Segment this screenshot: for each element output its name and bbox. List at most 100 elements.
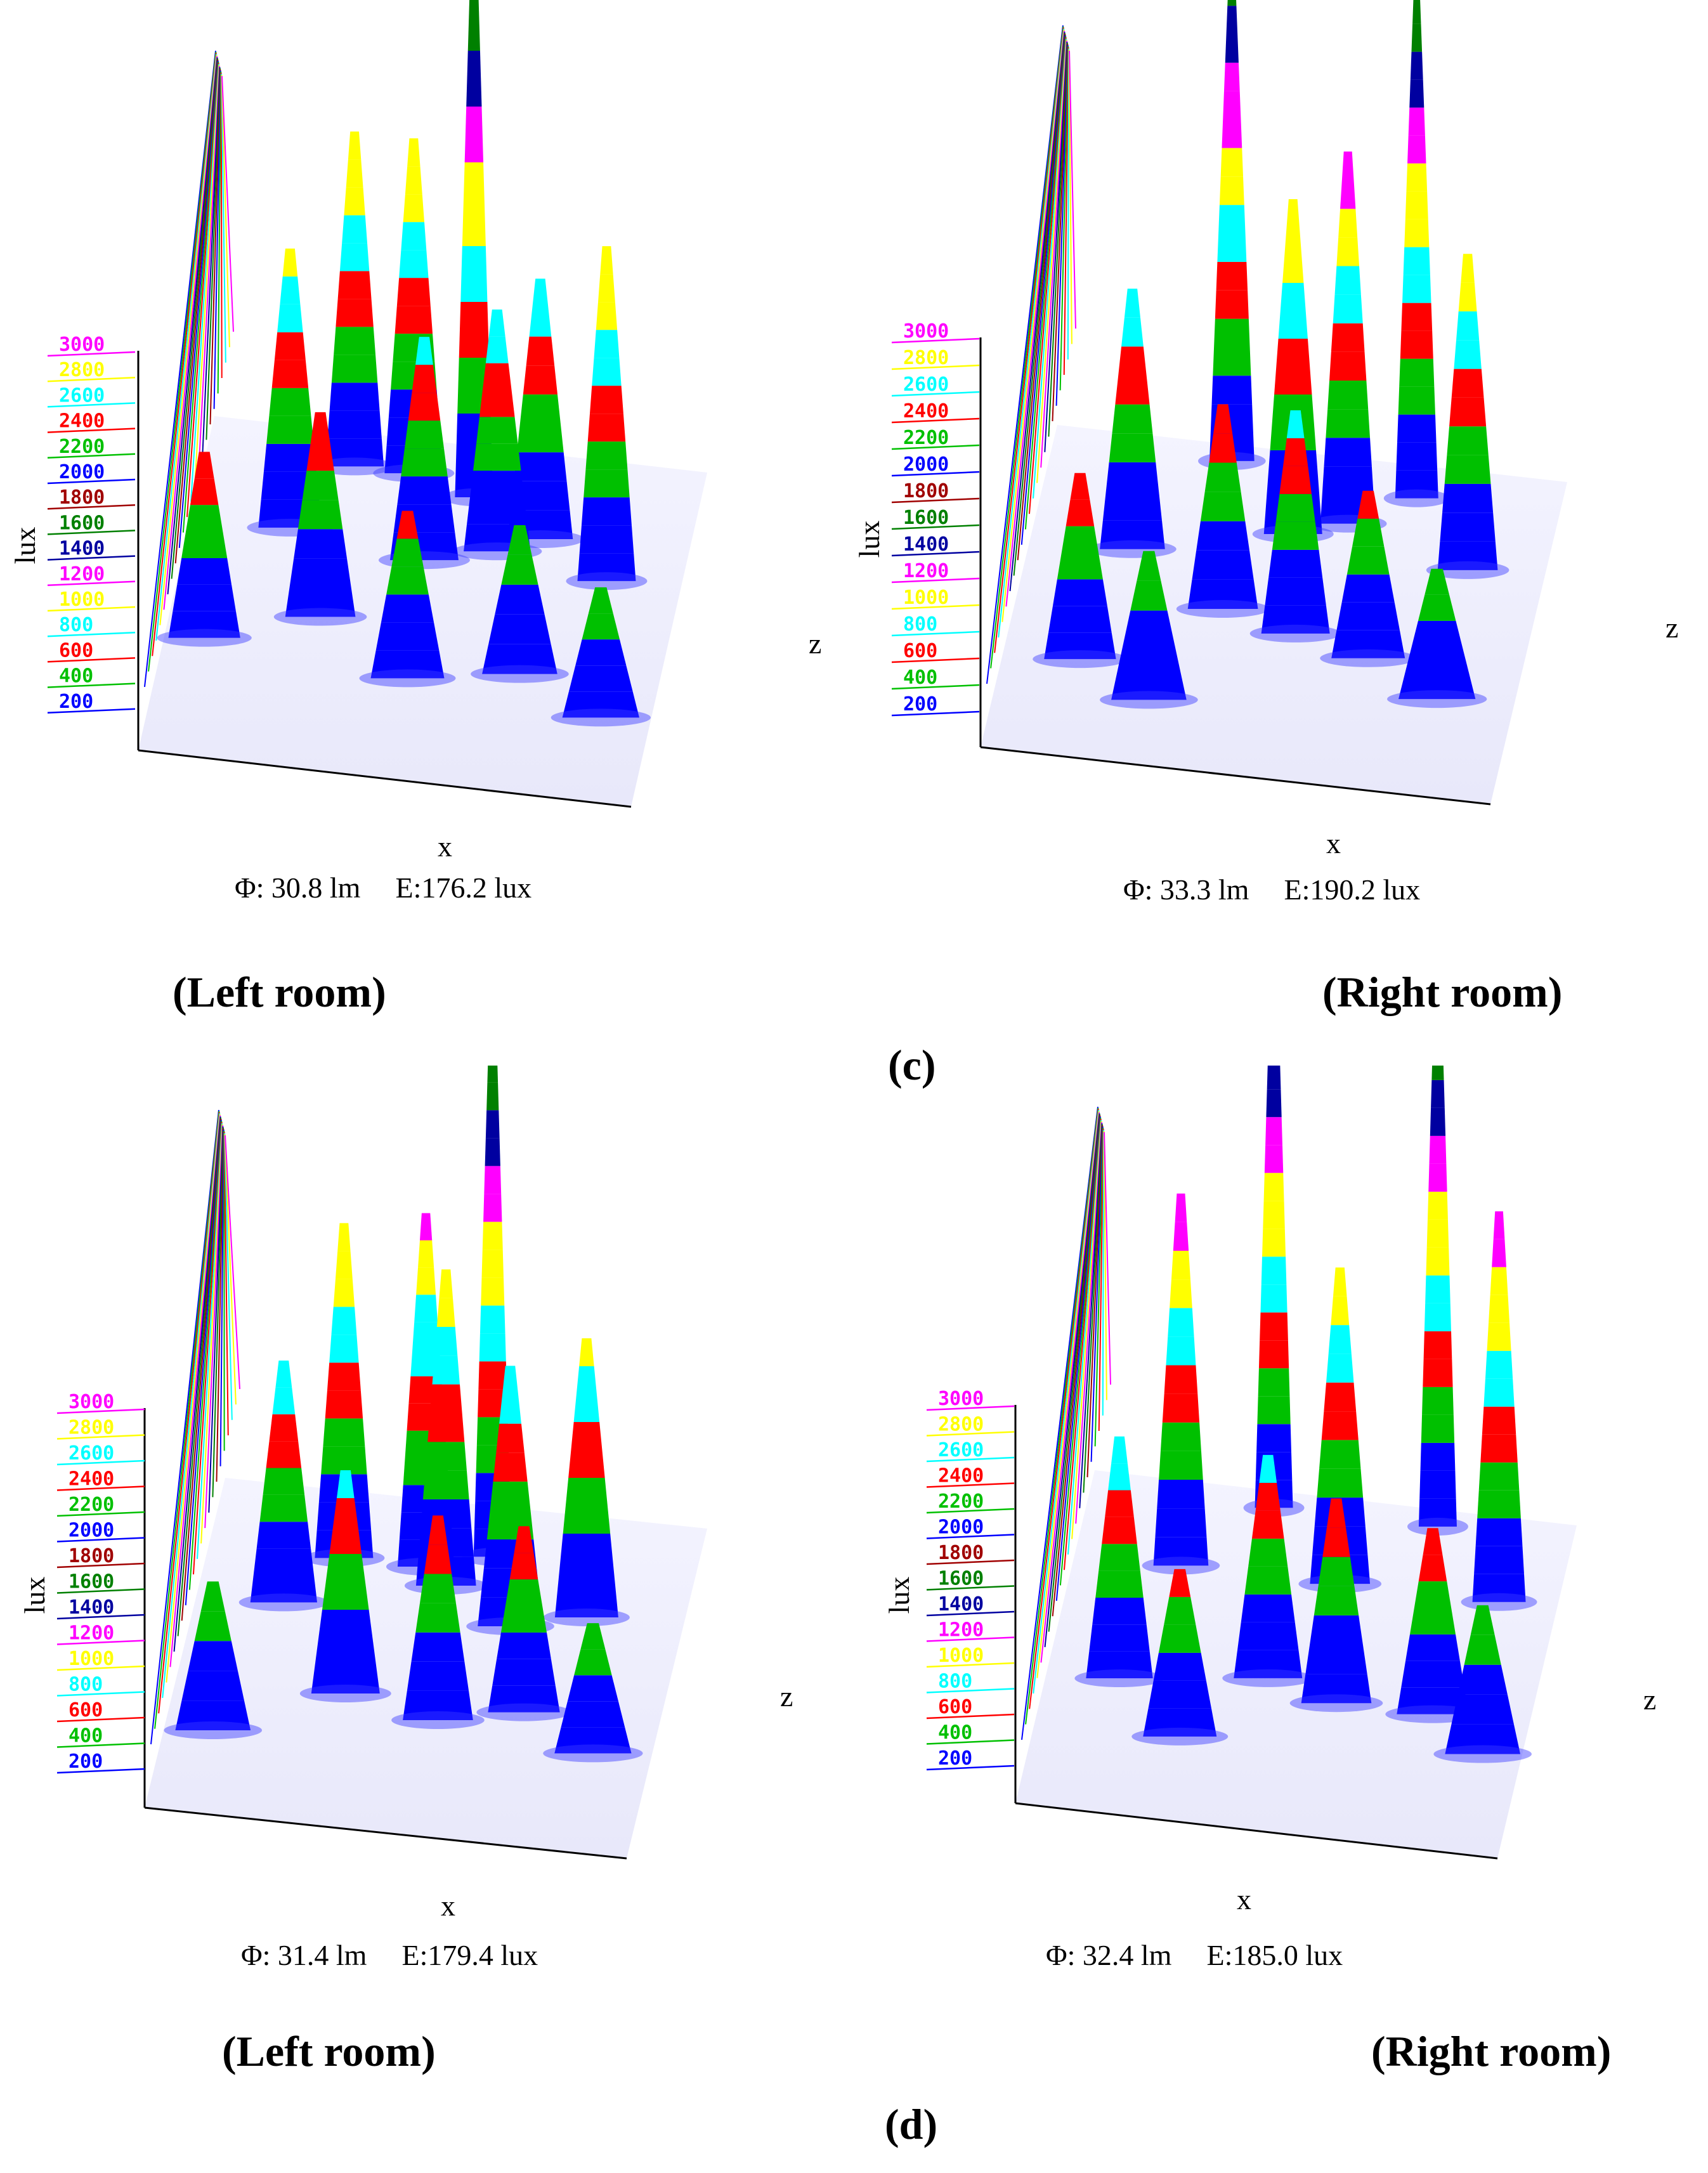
axis-contour-line [1094, 1128, 1104, 1447]
surface-peak [1198, 0, 1266, 470]
lux-tick-label: 1600 [59, 512, 105, 534]
x-axis-line [144, 1806, 627, 1860]
lux-tick-label: 200 [903, 693, 937, 715]
lux-tick-label: 400 [59, 665, 93, 688]
tick-line [926, 1431, 1015, 1437]
axis-contour-line [1063, 1119, 1102, 1570]
lux-tick-label: 1400 [59, 538, 105, 560]
axis-contour-line [994, 27, 1064, 653]
axis-contour-line [1036, 39, 1067, 483]
tick-line [47, 682, 136, 688]
axis-contour-line [1083, 1124, 1103, 1493]
room-label-d-right: (Right room) [1371, 2027, 1612, 2075]
lux-tick-label: 1000 [938, 1645, 984, 1667]
lux-tick-label: 2600 [68, 1442, 114, 1465]
lux-tick-label: 200 [59, 691, 93, 713]
axis-contour-line [1059, 46, 1069, 391]
tick-line [891, 551, 980, 557]
axis-contour-line [169, 1115, 221, 1667]
x-axis-title: x [438, 830, 452, 863]
lux-tick-label: 800 [903, 613, 937, 636]
group-label-c: (c) [888, 1041, 936, 1089]
axis-contour-line [182, 62, 219, 533]
surface-peak [1387, 568, 1487, 708]
tick-line [891, 604, 980, 610]
axis-contour-line [1052, 1115, 1101, 1617]
axis-contour-line [1055, 1116, 1101, 1601]
tick-line [891, 497, 980, 504]
lux-tick-label: 2400 [68, 1468, 114, 1491]
tick-line [926, 1688, 1015, 1693]
axis-contour-line [1063, 47, 1069, 375]
surface-peak [1320, 490, 1417, 667]
caption: Φ: 33.3 lm E:190.2 lux [1123, 873, 1420, 906]
lux-tick-label: 1800 [68, 1545, 114, 1567]
tick-line [47, 657, 136, 663]
x-axis-line [138, 749, 632, 808]
axis-contour-line [990, 26, 1064, 669]
surface-peak [391, 1515, 485, 1729]
axis-contour-line [197, 1123, 223, 1559]
axis-contour-line [188, 1121, 223, 1590]
axis-contour-line [221, 74, 226, 363]
axis-contour-line [1001, 29, 1065, 622]
axis-contour-line [181, 1118, 222, 1621]
tick-line [926, 1456, 1015, 1463]
axis-contour-line [1013, 33, 1066, 576]
axis-contour-line [217, 72, 222, 394]
axis-contour-line [1028, 37, 1067, 514]
axis-contour-line [1071, 1121, 1102, 1539]
lux-tick-label: 1400 [903, 533, 949, 556]
axis-contour-line [204, 1125, 224, 1529]
axis-contour-line [1052, 44, 1069, 422]
axis-contour-line [219, 1130, 225, 1466]
lux-tick-label: 1000 [59, 589, 105, 611]
lux-tick-label: 1800 [938, 1542, 984, 1564]
caption: Φ: 32.4 lm E:185.0 lux [1046, 1939, 1343, 1971]
lux-tick-label: 2000 [938, 1517, 984, 1539]
tick-line [56, 1614, 145, 1620]
surface-peak [476, 1526, 571, 1721]
lux-axis-title: lux [18, 1577, 51, 1614]
surface-plot: 3000 2800 2600 2400 2200 2000 1800 1600 1400 1200… [854, 0, 1678, 906]
group-label-letter: c [902, 1041, 922, 1089]
x-axis-line [1015, 1802, 1498, 1860]
axis-contour-line [150, 1109, 219, 1745]
tick-line [56, 1588, 145, 1594]
surface-peak [1100, 551, 1198, 709]
surface-peak [1433, 1605, 1532, 1763]
axis-contour-line [1069, 50, 1076, 329]
lux-tick-label: 2400 [938, 1465, 984, 1487]
caption: Φ: 30.8 lm E:176.2 lux [235, 871, 531, 904]
lux-tick-label: 2200 [938, 1491, 984, 1513]
lux-tick-label: 1600 [68, 1571, 114, 1593]
axis-contour-line [1024, 36, 1067, 530]
surface-peak [1243, 1066, 1305, 1517]
tick-line [47, 555, 136, 561]
axis-contour-line [1044, 1113, 1100, 1648]
lux-tick-label: 1800 [903, 480, 949, 502]
tick-line [47, 580, 136, 587]
z-axis-title: z [780, 1680, 793, 1713]
lux-tick-label: 3000 [938, 1388, 984, 1410]
axis-contour-line [1048, 1114, 1101, 1632]
axis-contour-line [163, 56, 218, 610]
lux-tick-label: 2800 [903, 347, 949, 369]
tick-line [47, 478, 136, 485]
axis-contour-line [209, 69, 221, 425]
group-label-letter: d [899, 2100, 923, 2148]
lux-tick-label: 2800 [59, 359, 105, 381]
room-label-d-left: (Left room) [222, 2027, 436, 2075]
lux-tick-label: 800 [938, 1671, 972, 1693]
tick-line [56, 1459, 145, 1466]
lux-tick-label: 2600 [59, 384, 105, 407]
lux-tick-label: 1200 [68, 1622, 114, 1645]
tick-line [56, 1742, 145, 1748]
axis-contour-line [202, 67, 221, 455]
axis-contour-line [212, 1127, 224, 1498]
surface-peak [471, 525, 569, 683]
surface-peak [1131, 1569, 1229, 1746]
tick-line [926, 1636, 1015, 1642]
axis-contour-line [1033, 38, 1067, 499]
lux-tick-label: 400 [68, 1725, 103, 1747]
